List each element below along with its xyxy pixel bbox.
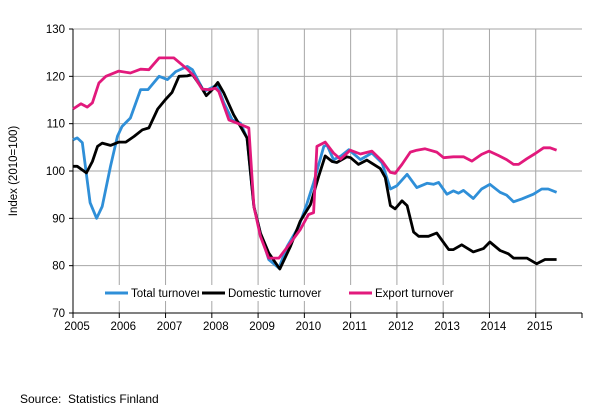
- legend-background: [102, 285, 202, 301]
- y-tick-label: 70: [52, 308, 65, 320]
- x-tick-label: 2014: [481, 321, 507, 333]
- legend-label: Domestic turnover: [228, 288, 321, 300]
- x-tick-label: 2006: [110, 321, 136, 333]
- legend: Total turnover Domestic turnover Export tu…: [102, 285, 456, 301]
- x-tick-label: 2010: [296, 321, 322, 333]
- x-tick-label: 2009: [249, 321, 275, 333]
- x-tick-label: 2005: [64, 321, 90, 333]
- y-tick-label: 110: [47, 119, 65, 131]
- source-note: Source: Statistics Finland: [20, 392, 159, 406]
- series-line-export-turnover: [72, 56, 558, 260]
- legend-label: Export turnover: [375, 288, 454, 300]
- y-tick-label: 120: [46, 71, 65, 83]
- y-tick-label: 100: [46, 166, 65, 178]
- x-tick-label: 2008: [203, 321, 229, 333]
- x-tick-label: 2012: [388, 321, 414, 333]
- legend-background: [346, 285, 456, 301]
- legend-label: Total turnover: [131, 288, 201, 300]
- series-lines: [72, 56, 558, 271]
- y-axis-label: Index (2010=100): [8, 126, 20, 217]
- y-tick-label: 80: [52, 261, 65, 273]
- axes: 70 80 90 100 110 120 130 2005 2006 2007 2008 2009 20…: [46, 24, 583, 333]
- legend-background: [199, 285, 329, 301]
- x-tick-label: 2015: [527, 321, 553, 333]
- series-line-total-turnover: [72, 65, 558, 270]
- grid: [73, 28, 582, 313]
- series-line-domestic-turnover: [73, 73, 557, 271]
- x-tick-label: 2013: [434, 321, 460, 333]
- x-tick-label: 2007: [157, 321, 183, 333]
- x-tick-label: 2011: [342, 321, 367, 333]
- y-tick-label: 130: [46, 24, 65, 36]
- y-tick-label: 90: [52, 213, 65, 225]
